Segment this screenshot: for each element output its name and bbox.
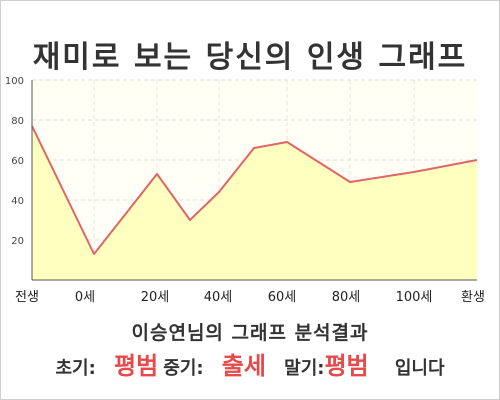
x-tick-label: 100세 xyxy=(396,290,433,305)
x-tick-label: 0세 xyxy=(75,290,95,305)
life-graph-chart: 20 40 60 80 100 전생 0세 20세 40세 60세 80세 100세 환생 xyxy=(5,76,485,305)
y-tick-label: 60 xyxy=(11,156,24,167)
y-tick-label: 100 xyxy=(5,76,24,87)
x-tick-label: 80세 xyxy=(332,290,361,305)
late-label: 말기: xyxy=(284,358,325,379)
y-tick-label: 40 xyxy=(11,196,24,207)
chart-title: 재미로 보는 당신의 인생 그래프 xyxy=(32,40,468,75)
y-tick-label: 20 xyxy=(11,236,24,247)
early-label: 초기: xyxy=(55,358,96,379)
early-value: 평범 xyxy=(114,352,159,380)
late-value: 평범 xyxy=(324,352,369,380)
series-line xyxy=(31,125,478,255)
x-tick-label: 전생 xyxy=(15,290,39,305)
x-tick-label: 60세 xyxy=(268,290,297,305)
series-area xyxy=(32,126,477,280)
x-tick-label: 40세 xyxy=(204,290,233,305)
y-tick-label: 80 xyxy=(11,116,24,127)
middle-value: 출세 xyxy=(221,352,266,380)
middle-label: 중기: xyxy=(163,358,204,379)
y-tick-labels: 20 40 60 80 100 xyxy=(5,76,24,247)
result-suffix: 입니다 xyxy=(394,358,445,379)
x-tick-label: 환생 xyxy=(461,290,485,305)
analysis-title: 이승연님의 그래프 분석결과 xyxy=(131,322,369,344)
x-tick-label: 20세 xyxy=(141,290,170,305)
x-tick-labels: 전생 0세 20세 40세 60세 80세 100세 환생 xyxy=(15,290,485,305)
result-line: 초기: 평범 중기: 출세 말기:평범 입니다 xyxy=(0,346,500,381)
